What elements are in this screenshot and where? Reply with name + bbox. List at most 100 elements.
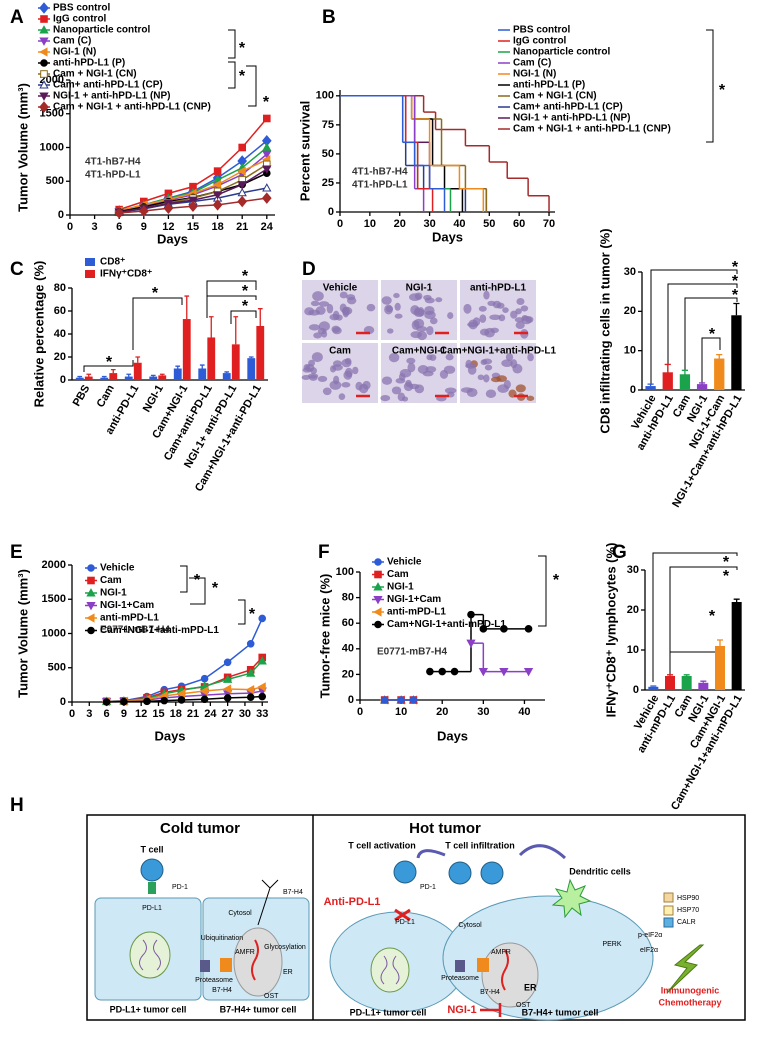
marker bbox=[222, 684, 232, 694]
cell-nucleus bbox=[322, 387, 332, 396]
marker bbox=[450, 667, 459, 676]
cell-nucleus bbox=[315, 306, 326, 315]
y-tick-label: 1000 bbox=[42, 627, 66, 639]
diagram-label: B7-H4 bbox=[283, 889, 303, 896]
error-bar bbox=[233, 316, 239, 345]
t-cell bbox=[448, 861, 472, 885]
cell-nucleus bbox=[414, 384, 425, 394]
legend-label: Cam+ anti-hPD-L1 (CP) bbox=[513, 102, 623, 113]
diagram-label: PD-1 bbox=[172, 884, 188, 891]
micrograph-label: Cam+NGI-1 bbox=[392, 346, 447, 357]
cell-nucleus bbox=[479, 314, 487, 323]
legend-label: Cam bbox=[100, 575, 122, 586]
significance-bracket bbox=[669, 566, 738, 678]
legend-label: anti-hPD-L1 (P) bbox=[513, 80, 585, 91]
error-bar bbox=[135, 356, 141, 363]
cell-nucleus bbox=[406, 357, 416, 364]
x-tick-label: 6 bbox=[104, 708, 110, 720]
b7h4-chain bbox=[501, 949, 509, 991]
nucleus bbox=[370, 947, 410, 993]
y-axis-label: Percent survival bbox=[297, 101, 312, 201]
cell-nucleus bbox=[515, 308, 522, 315]
significance-bracket bbox=[684, 297, 738, 380]
cell-nucleus bbox=[338, 393, 346, 400]
error-bar bbox=[681, 369, 689, 375]
marker bbox=[245, 685, 255, 695]
bar bbox=[247, 358, 256, 380]
marker bbox=[39, 2, 49, 14]
significance-star: * bbox=[263, 94, 270, 111]
cell-nucleus bbox=[407, 362, 416, 373]
marker bbox=[163, 202, 174, 214]
error-bar bbox=[664, 363, 671, 373]
dna bbox=[380, 955, 400, 985]
significance-star: * bbox=[553, 572, 560, 589]
significance-star: * bbox=[709, 326, 716, 343]
legend-label: Cam+NGI-1+anti-mPD-L1 bbox=[100, 625, 219, 636]
y-tick-label: 60 bbox=[342, 617, 354, 629]
legend-label: anti-mPD-L1 bbox=[387, 607, 446, 618]
cell-nucleus bbox=[311, 352, 323, 363]
diagram-label: Glycosylation bbox=[264, 944, 306, 951]
cell-nucleus bbox=[515, 384, 526, 393]
y-tick-label: 30 bbox=[627, 564, 639, 576]
marker bbox=[426, 667, 434, 676]
legend-label: NGI-1 (N) bbox=[513, 69, 556, 80]
micrograph-label: Cam+NGI-1+anti-hPD-L1 bbox=[440, 346, 557, 357]
x-tick-label: 50 bbox=[483, 218, 495, 230]
marker bbox=[40, 59, 48, 67]
x-tick-label: 15 bbox=[187, 221, 199, 233]
bar bbox=[84, 376, 93, 380]
error-bar bbox=[175, 365, 181, 369]
significance-bracket bbox=[206, 295, 257, 318]
error-bar bbox=[184, 295, 190, 320]
error-bar bbox=[717, 639, 723, 646]
diagram-label: AMFR bbox=[235, 949, 255, 956]
diagram-label: Proteasome bbox=[195, 977, 233, 984]
x-tick-label: 30 bbox=[239, 708, 251, 720]
micrograph-label: Vehicle bbox=[323, 283, 358, 294]
y-tick-label: 0 bbox=[328, 206, 334, 218]
y-tick-label: 1500 bbox=[42, 593, 66, 605]
legend-label: CD8⁺ bbox=[100, 257, 125, 268]
annotation: 4T1-hB7-H4 bbox=[352, 167, 408, 178]
marker bbox=[246, 639, 255, 648]
significance-star: * bbox=[723, 568, 730, 585]
marker bbox=[160, 696, 169, 705]
cell-nucleus bbox=[480, 359, 488, 366]
diagram-label: T cell infiltration bbox=[445, 840, 515, 850]
x-tick-label: 60 bbox=[513, 218, 525, 230]
x-tick-label: 9 bbox=[121, 708, 127, 720]
y-tick-label: 25 bbox=[322, 177, 334, 189]
legend-label: Vehicle bbox=[100, 563, 135, 574]
cell-nucleus bbox=[317, 375, 328, 382]
diagram-label: HSP90 bbox=[677, 895, 699, 902]
diagram-label: p-eIF2α bbox=[638, 932, 662, 939]
cell-nucleus bbox=[386, 328, 394, 334]
diagram-label: NGI-1 bbox=[447, 1004, 476, 1016]
marker bbox=[222, 674, 233, 683]
bar bbox=[731, 602, 742, 690]
marker bbox=[199, 686, 209, 696]
error-bar bbox=[733, 598, 740, 602]
legend-label: NGI-1 + anti-hPD-L1 (NP) bbox=[53, 91, 171, 102]
marker bbox=[374, 620, 382, 629]
marker bbox=[102, 698, 111, 706]
marker bbox=[223, 658, 232, 667]
significance-bracket bbox=[228, 29, 236, 59]
legend-label: Cam bbox=[387, 569, 409, 580]
cell-nucleus bbox=[502, 307, 509, 313]
cell-nucleus bbox=[444, 387, 457, 394]
bar bbox=[158, 375, 167, 380]
y-axis-label: Tumor Volume (mm³) bbox=[15, 569, 30, 698]
cell-nucleus bbox=[308, 324, 321, 331]
y-axis-label: IFNγ⁺CD8⁺ lymphocytes (%) bbox=[603, 543, 618, 718]
annotation: 4T1-hPD-L1 bbox=[85, 170, 141, 181]
cell-nucleus bbox=[347, 296, 357, 305]
legend-swatch bbox=[85, 270, 95, 278]
er bbox=[233, 927, 283, 997]
marker bbox=[373, 595, 383, 605]
marker bbox=[114, 207, 125, 219]
diagram-label: Immunogenic bbox=[661, 985, 720, 995]
marker bbox=[87, 626, 95, 635]
